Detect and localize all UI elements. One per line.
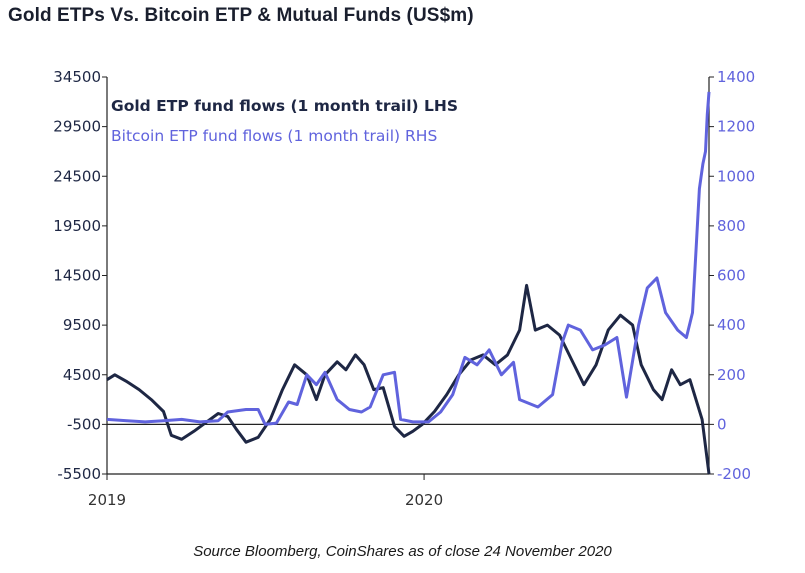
- left-tick-label: 29500: [53, 118, 101, 136]
- right-tick-label: -200: [717, 465, 751, 483]
- left-tick-label: 24500: [53, 167, 101, 185]
- left-tick-label: 9500: [63, 316, 101, 334]
- chart-title: Gold ETPs Vs. Bitcoin ETP & Mutual Funds…: [8, 5, 474, 26]
- right-tick-label: 1400: [717, 68, 755, 86]
- left-axis: -5500 -500 4500 9500 14500 19500 24500 29500 345…: [53, 68, 107, 483]
- right-tick-label: 200: [717, 366, 746, 384]
- right-tick-label: 0: [717, 415, 727, 433]
- left-tick-label: 4500: [63, 366, 101, 384]
- legend-gold-etp: Gold ETP fund flows (1 month trail) LHS: [111, 97, 458, 115]
- left-tick-label: 19500: [53, 217, 101, 235]
- left-tick-label: -5500: [57, 465, 101, 483]
- source-note: Source Bloomberg, CoinShares as of close…: [193, 543, 612, 560]
- right-tick-label: 800: [717, 217, 746, 235]
- left-tick-label: 34500: [53, 68, 101, 86]
- legend-bitcoin-etp: Bitcoin ETP fund flows (1 month trail) R…: [111, 127, 437, 145]
- right-tick-label: 400: [717, 316, 746, 334]
- right-tick-label: 600: [717, 267, 746, 285]
- right-tick-label: 1000: [717, 167, 755, 185]
- right-axis: -200 0 200 400 600 800 1000 1200 1400: [709, 68, 755, 483]
- series-line-bitcoin-etp: [106, 91, 711, 426]
- x-axis: 2019 2020: [88, 474, 443, 509]
- series-line-gold-etp: [106, 283, 711, 475]
- left-tick-label: 14500: [53, 267, 101, 285]
- x-tick-label: 2019: [88, 491, 126, 509]
- left-tick-label: -500: [67, 415, 101, 433]
- right-tick-label: 1200: [717, 118, 755, 136]
- x-tick-label: 2020: [405, 491, 443, 509]
